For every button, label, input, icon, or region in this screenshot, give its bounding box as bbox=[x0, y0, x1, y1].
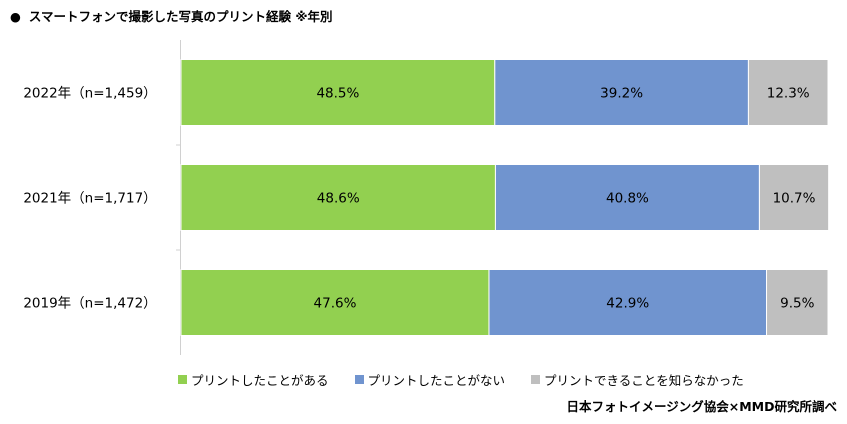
title-text: スマートフォンで撮影した写真のプリント経験 ※年別 bbox=[28, 9, 333, 24]
legend-swatch-not-printed bbox=[354, 375, 364, 384]
bar-segment bbox=[758, 164, 830, 231]
legend-swatch-unaware bbox=[531, 375, 541, 384]
data-label: 10.7% bbox=[773, 191, 816, 207]
category-label: 2022年（n=1,459） bbox=[23, 86, 156, 102]
category-label: 2021年（n=1,717） bbox=[23, 191, 156, 207]
data-label: 47.6% bbox=[314, 296, 357, 312]
legend-swatch-printed bbox=[178, 375, 187, 384]
data-label: 39.2% bbox=[600, 86, 643, 102]
bar-segment bbox=[747, 59, 829, 126]
data-label: 40.8% bbox=[606, 191, 649, 207]
data-label: 42.9% bbox=[606, 296, 649, 312]
legend-item-printed: プリントしたことがある bbox=[178, 370, 329, 389]
chart-title: ● スマートフォンで撮影した写真のプリント経験 ※年別 bbox=[10, 6, 333, 25]
legend-label-unaware: プリントできることを知らなかった bbox=[544, 373, 744, 388]
bar-segment bbox=[766, 269, 829, 336]
data-label: 48.5% bbox=[316, 86, 359, 102]
legend-label-printed: プリントしたことがある bbox=[191, 373, 329, 388]
source-credit: 日本フォトイメージング協会×MMD研究所調べ bbox=[566, 399, 837, 414]
data-label: 9.5% bbox=[780, 296, 814, 312]
bar-segment bbox=[180, 164, 496, 231]
legend: プリントしたことがある プリントしたことがない プリントできることを知らなかった bbox=[178, 370, 744, 389]
bar-segment bbox=[180, 59, 496, 126]
legend-item-not-printed: プリントしたことがない bbox=[354, 370, 506, 389]
data-label: 48.6% bbox=[317, 191, 360, 207]
legend-label-not-printed: プリントしたことがない bbox=[367, 373, 506, 388]
bar-segment bbox=[494, 164, 760, 231]
category-label: 2019年（n=1,472） bbox=[23, 296, 156, 312]
bar-segment bbox=[494, 59, 749, 126]
data-label: 12.3% bbox=[767, 86, 810, 102]
bar-segment bbox=[180, 269, 490, 336]
title-bullet: ● bbox=[10, 9, 21, 24]
legend-item-unaware: プリントできることを知らなかった bbox=[531, 370, 744, 389]
